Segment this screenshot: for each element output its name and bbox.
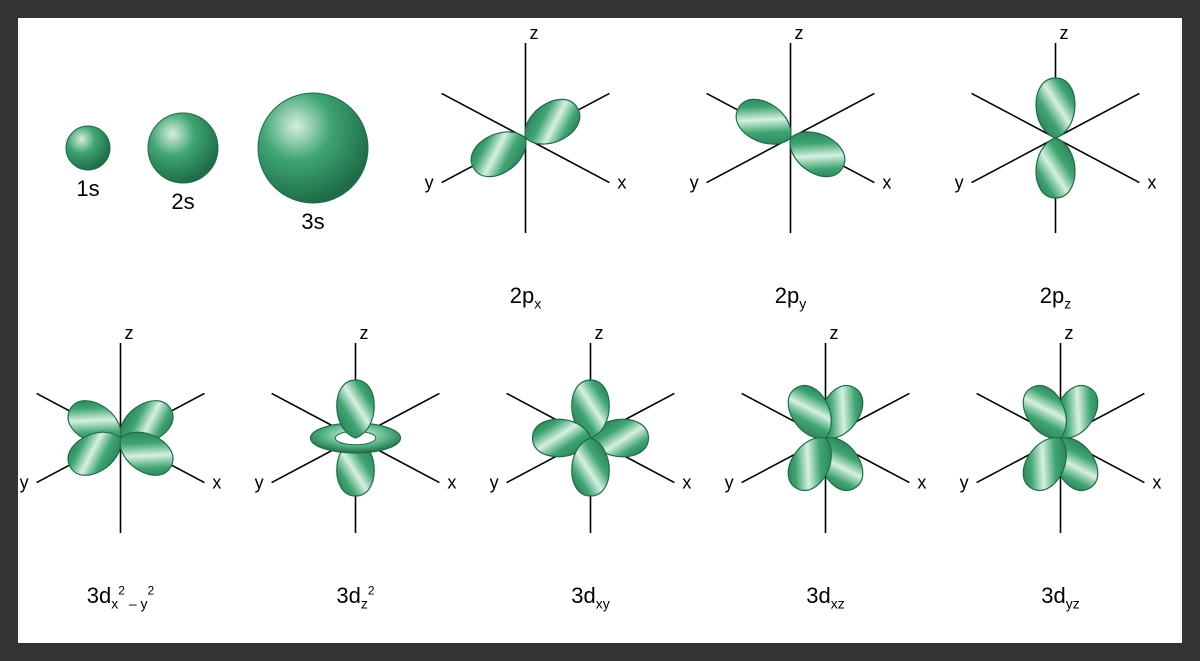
svg-text:y: y bbox=[20, 473, 29, 493]
orbital-label-3dxy: 3dxy bbox=[478, 583, 703, 611]
svg-text:x: x bbox=[447, 473, 456, 493]
orbital-label-2s: 2s bbox=[171, 189, 194, 214]
orbital-label-3dz2: 3dz2 bbox=[243, 583, 468, 611]
svg-text:z: z bbox=[1060, 23, 1069, 43]
svg-text:y: y bbox=[490, 473, 499, 493]
svg-text:y: y bbox=[425, 173, 434, 193]
svg-text:y: y bbox=[690, 173, 699, 193]
svg-text:y: y bbox=[955, 173, 964, 193]
orbital-label-2pz: 2pz bbox=[943, 283, 1168, 311]
orbital-3dyz: z x y 3dyz bbox=[948, 318, 1173, 618]
orbital-s-group: 1s 2s 3s bbox=[28, 18, 388, 318]
orbital-3dx2-y2: z x y 3dx2 – y2 bbox=[8, 318, 233, 618]
orbital-label-2py: 2py bbox=[678, 283, 903, 311]
orbital-label-3s: 3s bbox=[301, 209, 324, 234]
orbital-label-3dyz: 3dyz bbox=[948, 583, 1173, 611]
svg-text:x: x bbox=[617, 173, 626, 193]
orbital-3dz2: z x y 3dz2 bbox=[243, 318, 468, 618]
orbital-3dxy: z x y 3dxy bbox=[478, 318, 703, 618]
svg-text:x: x bbox=[682, 473, 691, 493]
orbital-panel: 1s2s3szxy2pxzxy2pyzxy2pzzxy3dx2 – y2zxy3… bbox=[18, 18, 1182, 643]
svg-text:z: z bbox=[530, 23, 539, 43]
svg-text:z: z bbox=[795, 23, 804, 43]
svg-text:z: z bbox=[830, 323, 839, 343]
orbital-2pz: z x y 2pz bbox=[943, 18, 1168, 318]
orbital-2py: z x y 2py bbox=[678, 18, 903, 318]
svg-text:y: y bbox=[725, 473, 734, 493]
outer-frame: 1s 2s 3s z x y 2px z x y 2py z x y 2pz z x y 3dx2 – y2 z x y 3… bbox=[0, 0, 1200, 661]
svg-text:y: y bbox=[255, 473, 264, 493]
orbital-label-3dx2-y2: 3dx2 – y2 bbox=[8, 583, 233, 611]
orbital-label-1s: 1s bbox=[76, 176, 99, 201]
svg-text:x: x bbox=[917, 473, 926, 493]
svg-text:z: z bbox=[1065, 323, 1074, 343]
orbital-2px: z x y 2px bbox=[413, 18, 638, 318]
svg-text:z: z bbox=[125, 323, 134, 343]
svg-text:y: y bbox=[960, 473, 969, 493]
svg-text:x: x bbox=[212, 473, 221, 493]
svg-text:x: x bbox=[1147, 173, 1156, 193]
orbital-label-3dxz: 3dxz bbox=[713, 583, 938, 611]
svg-text:x: x bbox=[1152, 473, 1161, 493]
svg-text:x: x bbox=[882, 173, 891, 193]
svg-text:z: z bbox=[595, 323, 604, 343]
orbital-label-2px: 2px bbox=[413, 283, 638, 311]
orbital-3dxz: z x y 3dxz bbox=[713, 318, 938, 618]
svg-text:z: z bbox=[360, 323, 369, 343]
